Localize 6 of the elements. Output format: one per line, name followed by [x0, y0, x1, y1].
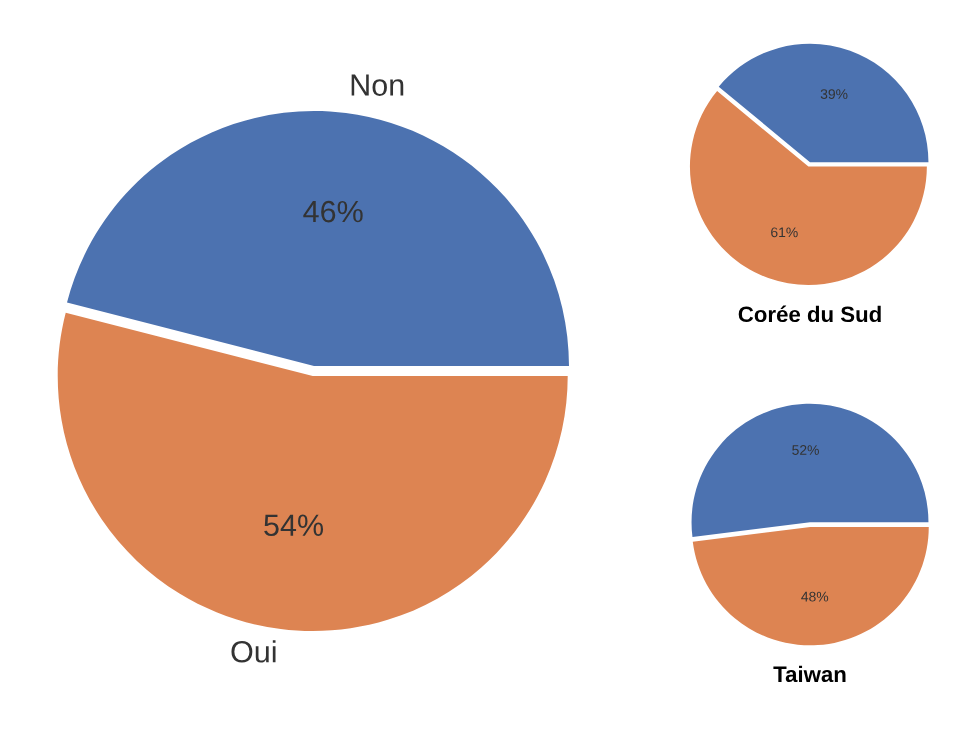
slice-label: Oui	[231, 640, 276, 663]
text: Corée du Sud	[738, 305, 881, 323]
data-label: 54%	[264, 514, 324, 537]
text: Taiwan	[773, 665, 846, 683]
slice-label: Non	[351, 74, 404, 96]
data-label: 46%	[303, 200, 363, 223]
